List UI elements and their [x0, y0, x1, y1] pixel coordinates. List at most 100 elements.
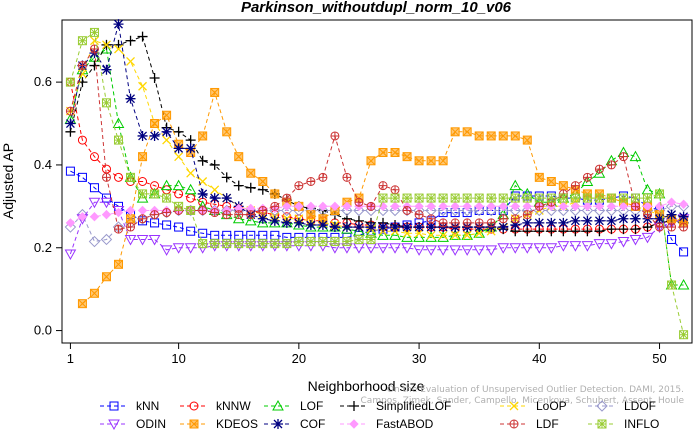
data-point-LDF: [534, 201, 544, 211]
data-point-kNN: [667, 234, 677, 244]
data-point-KDEOS: [162, 110, 171, 120]
data-point-COF: [173, 143, 184, 154]
series-line-SimplifiedLOF: [69, 35, 684, 232]
data-point-LDF: [330, 131, 339, 140]
data-point-COF: [221, 193, 232, 204]
data-point-LOF: [293, 218, 305, 230]
data-point-LDF: [475, 218, 484, 227]
data-point-LDF: [306, 177, 315, 186]
data-point-LDOF: [485, 204, 497, 217]
data-point-INFLO: [594, 193, 604, 203]
data-point-FastABOD: [474, 201, 484, 212]
data-point-ODIN: [148, 234, 161, 246]
data-point-COF: [341, 222, 352, 233]
data-point-kNNW: [174, 189, 184, 199]
data-point-KDEOS: [77, 299, 87, 309]
data-point-INFLO: [474, 193, 484, 203]
data-point-kNNW: [174, 189, 184, 199]
data-point-LOF: [160, 179, 173, 191]
data-point-LDOF: [88, 235, 101, 248]
data-point-COF: [666, 209, 677, 220]
data-point-LDF: [270, 201, 280, 211]
data-point-LoOP: [450, 230, 460, 240]
data-point-ODIN: [88, 197, 101, 209]
data-point-INFLO: [186, 205, 196, 215]
data-point-FastABOD: [77, 211, 88, 222]
data-point-KDEOS: [474, 131, 484, 141]
data-point-INFLO: [162, 193, 171, 203]
legend-marker: [109, 401, 119, 411]
data-point-INFLO: [643, 193, 653, 203]
data-point-KDEOS: [258, 177, 268, 186]
data-point-FastABOD: [282, 201, 292, 212]
data-point-LDF: [571, 181, 580, 190]
data-point-INFLO: [270, 239, 280, 248]
data-point-kNNW: [186, 193, 196, 203]
data-point-FastABOD: [330, 201, 340, 212]
data-point-LDOF: [473, 204, 485, 217]
data-point-LoOP: [426, 230, 436, 240]
data-point-LDF: [391, 185, 400, 194]
data-point-ODIN: [641, 232, 654, 244]
data-point-INFLO: [510, 193, 520, 203]
data-point-INFLO: [486, 193, 496, 203]
data-point-COF: [185, 143, 196, 154]
legend-marker: [349, 419, 359, 429]
data-point-KDEOS: [438, 156, 448, 166]
data-point-LDF: [426, 214, 436, 224]
data-point-ODIN: [100, 197, 113, 209]
data-point-INFLO: [198, 239, 208, 248]
data-point-ODIN: [617, 237, 630, 248]
data-point-COF: [137, 130, 148, 141]
data-point-ODIN: [545, 243, 558, 254]
data-point-ODIN: [581, 241, 594, 252]
data-point-ODIN: [629, 234, 642, 246]
data-point-LDF: [210, 208, 220, 218]
data-point-INFLO: [282, 239, 292, 248]
data-point-COF: [378, 222, 389, 233]
legend-marker: [510, 420, 518, 428]
data-point-LDF: [679, 222, 689, 232]
data-point-ODIN: [509, 243, 522, 254]
data-point-LDF: [138, 214, 147, 223]
data-point-INFLO: [101, 98, 111, 108]
data-point-ODIN: [389, 243, 401, 254]
data-point-LDF: [342, 173, 351, 182]
data-point-LOF: [160, 179, 173, 191]
data-point-LOF: [268, 216, 281, 228]
data-point-INFLO: [522, 193, 532, 203]
data-point-LDF: [354, 197, 364, 207]
data-point-LDF: [619, 152, 628, 161]
data-point-ODIN: [124, 234, 137, 246]
data-point-SimplifiedLOF: [233, 180, 244, 191]
legend-item-SimplifiedLOF: SimplifiedLOF: [340, 399, 451, 413]
data-point-LDF: [258, 205, 268, 215]
data-point-LDOF: [593, 204, 606, 217]
data-point-LDF: [77, 61, 87, 71]
data-point-COF: [546, 217, 557, 228]
data-point-INFLO: [330, 237, 340, 246]
data-point-LDF: [306, 177, 316, 186]
data-point-COF: [293, 217, 304, 228]
data-point-COF: [197, 188, 208, 199]
data-point-FastABOD: [450, 201, 460, 212]
data-point-KDEOS: [450, 127, 460, 137]
legend-label: LDOF: [624, 399, 656, 413]
data-point-COF: [570, 215, 581, 226]
data-point-LDOF: [100, 233, 113, 246]
data-point-LoOP: [210, 185, 220, 195]
data-point-KDEOS: [426, 156, 436, 166]
data-point-LDF: [403, 206, 412, 215]
legend-marker: [272, 399, 284, 411]
data-point-ODIN: [569, 241, 582, 252]
data-point-SimplifiedLOF: [173, 126, 184, 137]
data-point-LDF: [594, 164, 604, 174]
data-point-ODIN: [557, 241, 570, 252]
data-point-LDF: [390, 185, 400, 195]
legend: kNN kNNW LOF SimplifiedLOF LoOP LDOF ODIN KDEOS…: [100, 399, 659, 431]
data-point-LDF: [234, 210, 244, 220]
data-point-INFLO: [522, 193, 532, 203]
legend-marker: [597, 419, 607, 429]
data-point-INFLO: [258, 239, 268, 248]
